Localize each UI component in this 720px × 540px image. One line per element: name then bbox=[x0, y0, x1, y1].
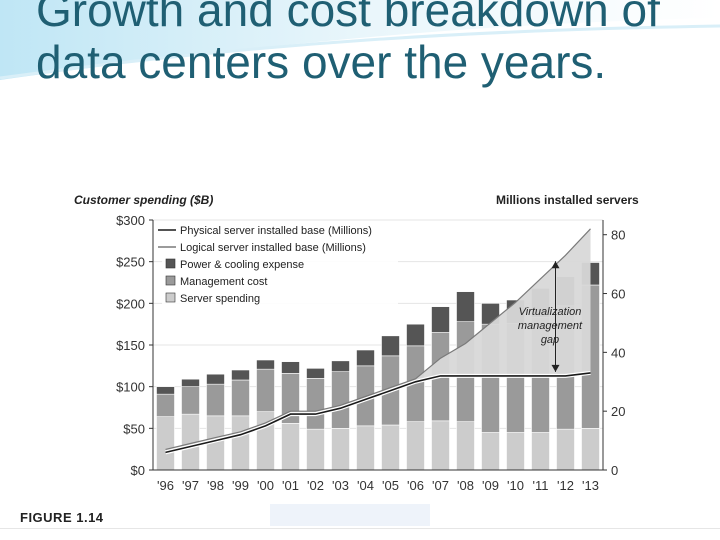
bar-power-cooling-expense bbox=[256, 359, 275, 370]
legend-box-swatch bbox=[165, 275, 176, 286]
bar-power-cooling-expense bbox=[381, 335, 400, 357]
left-tick-label: $100 bbox=[116, 380, 145, 395]
category-label: '99 bbox=[232, 478, 249, 493]
gap-arrow-head-up bbox=[551, 261, 560, 269]
bar-server-spending bbox=[281, 423, 300, 471]
left-tick-label: $50 bbox=[123, 421, 145, 436]
title-background-swoosh bbox=[0, 0, 720, 80]
gap-annotation-text: gap bbox=[541, 334, 559, 346]
category-label: '09 bbox=[482, 478, 499, 493]
bar-power-cooling-expense bbox=[306, 368, 325, 379]
category-label: '97 bbox=[182, 478, 199, 493]
category-label: '04 bbox=[357, 478, 374, 493]
right-tick-label: 40 bbox=[611, 345, 625, 360]
bar-power-cooling-expense bbox=[456, 291, 475, 322]
bar-management-cost bbox=[231, 379, 250, 417]
bar-management-cost bbox=[181, 386, 200, 415]
gap-annotation-text: Virtualization bbox=[519, 306, 582, 318]
category-label: '02 bbox=[307, 478, 324, 493]
category-label: '01 bbox=[282, 478, 299, 493]
legend-label: Logical server installed base (Millions) bbox=[180, 242, 366, 254]
footer-bar bbox=[270, 504, 430, 526]
bar-management-cost bbox=[206, 383, 225, 417]
category-label: '11 bbox=[533, 478, 549, 493]
category-label: '06 bbox=[407, 478, 424, 493]
bar-power-cooling-expense bbox=[206, 373, 225, 385]
virtualization-gap-area bbox=[165, 228, 591, 453]
category-label: '00 bbox=[257, 478, 274, 493]
bar-management-cost bbox=[306, 378, 325, 430]
bar-power-cooling-expense bbox=[156, 386, 175, 395]
right-axis-title: Millions installed servers bbox=[496, 193, 639, 207]
category-label: '07 bbox=[432, 478, 449, 493]
category-label: '10 bbox=[507, 478, 524, 493]
left-tick-label: $150 bbox=[116, 338, 145, 353]
bar-server-spending bbox=[306, 428, 325, 471]
bar-management-cost bbox=[256, 368, 275, 412]
figure-caption: FIGURE 1.14 bbox=[20, 510, 104, 525]
right-tick-label: 60 bbox=[611, 287, 625, 302]
category-label: '96 bbox=[157, 478, 174, 493]
right-tick-label: 80 bbox=[611, 228, 625, 243]
logical-server-line bbox=[165, 228, 591, 450]
category-label: '03 bbox=[332, 478, 349, 493]
bar-power-cooling-expense bbox=[281, 361, 300, 374]
right-tick-label: 20 bbox=[611, 404, 625, 419]
legend-box bbox=[162, 222, 398, 306]
category-label: '12 bbox=[557, 478, 574, 493]
legend-box-swatch bbox=[165, 258, 176, 269]
bar-server-spending bbox=[531, 432, 550, 471]
bar-power-cooling-expense bbox=[431, 306, 450, 333]
footer-divider bbox=[0, 528, 720, 529]
bar-management-cost bbox=[331, 371, 350, 429]
left-tick-label: $200 bbox=[116, 296, 145, 311]
bar-management-cost bbox=[156, 393, 175, 417]
bar-power-cooling-expense bbox=[331, 360, 350, 372]
category-label: '05 bbox=[382, 478, 399, 493]
left-tick-label: $300 bbox=[116, 213, 145, 228]
gap-annotation-text: management bbox=[518, 320, 583, 332]
bar-server-spending bbox=[406, 421, 425, 471]
bar-server-spending bbox=[381, 424, 400, 471]
physical-line-halo bbox=[165, 370, 591, 455]
category-label: '08 bbox=[457, 478, 474, 493]
legend-label: Management cost bbox=[180, 276, 267, 288]
bar-server-spending bbox=[481, 432, 500, 471]
bar-server-spending bbox=[556, 428, 575, 471]
bar-power-cooling-expense bbox=[231, 369, 250, 381]
physical-server-line bbox=[165, 372, 591, 454]
slide-title: Growth and cost breakdown of data center… bbox=[36, 0, 660, 88]
bar-server-spending bbox=[456, 421, 475, 471]
right-tick-label: 0 bbox=[611, 463, 618, 478]
bar-server-spending bbox=[156, 416, 175, 471]
growth-cost-chart: $0 $50 $100 $150 $200 $250 $300 0 20 40 60 80 '96 '97… bbox=[74, 193, 639, 493]
left-tick-label: $250 bbox=[116, 255, 145, 270]
bar-server-spending bbox=[431, 420, 450, 471]
bar-power-cooling-expense bbox=[356, 349, 375, 367]
gap-arrow-head-down bbox=[551, 364, 560, 372]
bar-server-spending bbox=[506, 432, 525, 471]
bar-server-spending bbox=[356, 425, 375, 471]
left-axis-title: Customer spending ($B) bbox=[74, 193, 213, 207]
legend-box-swatch bbox=[165, 292, 176, 303]
category-label: '98 bbox=[207, 478, 224, 493]
legend-label: Server spending bbox=[180, 293, 260, 305]
bar-server-spending bbox=[331, 428, 350, 471]
legend-label: Physical server installed base (Millions… bbox=[180, 225, 372, 237]
legend-label: Power & cooling expense bbox=[180, 259, 304, 271]
category-label: '13 bbox=[582, 478, 599, 493]
left-tick-label: $0 bbox=[131, 463, 145, 478]
bar-server-spending bbox=[581, 428, 600, 471]
bar-power-cooling-expense bbox=[181, 378, 200, 387]
bar-server-spending bbox=[231, 415, 250, 471]
bar-power-cooling-expense bbox=[406, 323, 425, 347]
